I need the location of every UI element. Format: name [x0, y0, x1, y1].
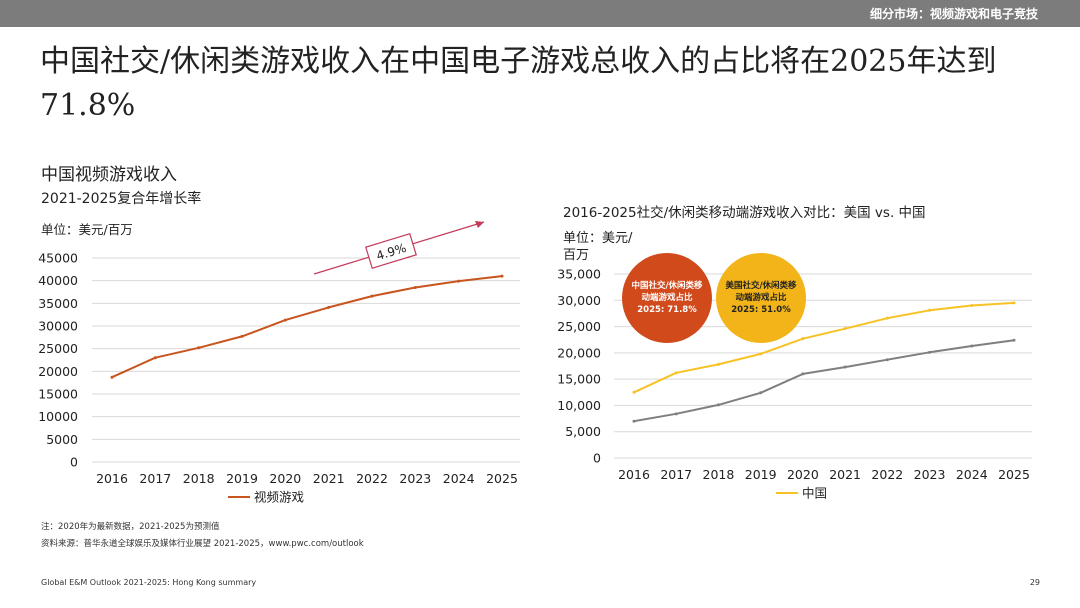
right-series-1-point	[632, 419, 636, 423]
left-x-tick-label: 2021	[313, 471, 345, 486]
right-y-tick-label: 15,000	[557, 372, 601, 387]
left-y-tick-label: 10000	[38, 409, 78, 424]
us-share-bubble: 美国社交/休闲类移动端游戏占比2025: 51.0%	[716, 253, 806, 343]
right-series-1-point	[716, 403, 720, 407]
left-y-tick-label: 20000	[38, 364, 78, 379]
right-series-1-point	[843, 365, 847, 369]
right-x-tick-label: 2024	[956, 467, 988, 482]
left-chart-subtitle: 2021-2025复合年增长率	[41, 191, 202, 207]
left-y-tick-label: 45000	[38, 251, 78, 266]
left-series-0-point	[457, 279, 461, 283]
right-y-tick-label: 10,000	[557, 398, 601, 413]
right-x-tick-label: 2016	[618, 467, 650, 482]
left-y-tick-label: 35000	[38, 296, 78, 311]
right-chart-unit-cont: 百万	[563, 248, 590, 263]
right-chart-title: 2016-2025社交/休闲类移动端游戏收入对比：美国 vs. 中国	[563, 205, 926, 221]
right-x-tick-label: 2022	[871, 467, 903, 482]
left-y-tick-label: 40000	[38, 273, 78, 288]
right-y-tick-label: 35,000	[557, 267, 601, 282]
right-x-tick-label: 2020	[787, 467, 819, 482]
right-series-1-point	[885, 358, 889, 362]
left-x-tick-label: 2016	[96, 471, 128, 486]
left-y-tick-label: 5000	[46, 432, 78, 447]
china-share-bubble: 中国社交/休闲类移动端游戏占比2025: 71.8%	[622, 253, 712, 343]
right-chart-unit: 单位：美元/	[563, 231, 633, 246]
right-series-0-point	[970, 304, 974, 308]
right-series-0-point	[843, 327, 847, 331]
china-share-text: 中国社交/休闲类移动端游戏占比2025: 71.8%	[631, 281, 703, 315]
right-series-0-point	[885, 316, 889, 320]
right-series-line-0	[633, 301, 1015, 394]
right-series-1-point	[674, 412, 678, 416]
left-series-0-point	[327, 305, 331, 309]
left-series-0-point	[153, 356, 157, 360]
right-series-1-point	[1012, 338, 1016, 342]
footnote: 注：2020年为最新数据，2021-2025为预测值	[41, 522, 220, 532]
left-line-chart: 0 5000 10000 15000 20000 25000 30000 35000 40000…	[38, 251, 520, 505]
left-chart-title: 中国视频游戏收入	[41, 165, 177, 185]
right-legend-label: 中国	[802, 486, 827, 501]
left-x-tick-label: 2023	[399, 471, 431, 486]
left-x-tick-label: 2020	[269, 471, 301, 486]
right-series-1-point	[928, 350, 932, 354]
left-x-tick-label: 2025	[486, 471, 518, 486]
left-chart-unit: 单位：美元/百万	[41, 222, 133, 237]
right-x-tick-label: 2021	[829, 467, 861, 482]
right-x-tick-label: 2019	[745, 467, 777, 482]
right-series-1-point	[801, 372, 805, 376]
source-note: 资料来源：普华永道全球娱乐及媒体行业展望 2021-2025，www.pwc.c…	[41, 539, 364, 549]
left-y-tick-label: 25000	[38, 341, 78, 356]
left-series-0-point	[283, 318, 287, 322]
right-series-0-point	[1012, 301, 1016, 305]
left-series-0-point	[500, 274, 504, 278]
right-series-0-point	[632, 390, 636, 394]
right-x-tick-label: 2023	[914, 467, 946, 482]
section-label: 细分市场：视频游戏和电子竞技	[869, 7, 1038, 21]
left-x-tick-label: 2019	[226, 471, 258, 486]
right-x-tick-label: 2025	[998, 467, 1030, 482]
left-series-0-point	[110, 375, 114, 379]
page-title: 中国社交/休闲类游戏收入在中国电子游戏总收入的占比将在2025年达到71.8%	[40, 44, 997, 123]
right-series-0-point	[759, 352, 763, 356]
right-series-0-point	[801, 337, 805, 341]
cagr-arrow-head	[475, 221, 484, 228]
left-x-tick-label: 2018	[183, 471, 215, 486]
right-y-tick-label: 20,000	[557, 345, 601, 360]
top-bar: 细分市场：视频游戏和电子竞技	[0, 0, 1080, 27]
right-y-tick-label: 25,000	[557, 319, 601, 334]
us-share-text: 美国社交/休闲类移动端游戏占比2025: 51.0%	[725, 281, 797, 315]
left-y-tick-label: 15000	[38, 387, 78, 402]
right-series-0-point	[928, 308, 932, 312]
right-line-chart: 0 5,000 10,000 15,000 20,000 25,000 30,000 35,0…	[557, 267, 1032, 501]
left-series-line-0	[111, 275, 503, 379]
left-series-0-point	[197, 346, 201, 350]
page-number: 29	[1029, 578, 1040, 587]
right-series-0-point	[716, 362, 720, 366]
cagr-annotation: 4.9%	[313, 221, 485, 275]
right-series-0-point	[674, 371, 678, 375]
left-y-tick-label: 0	[70, 455, 78, 470]
right-x-tick-label: 2018	[703, 467, 735, 482]
right-y-tick-label: 30,000	[557, 293, 601, 308]
footer-title: Global E&M Outlook 2021-2025: Hong Kong …	[41, 578, 257, 587]
left-y-tick-label: 30000	[38, 319, 78, 334]
left-legend-label: 视频游戏	[254, 490, 304, 505]
right-y-tick-label: 0	[593, 451, 601, 466]
left-series-0-point	[370, 294, 374, 298]
left-x-tick-label: 2024	[443, 471, 475, 486]
left-series-0-point	[413, 285, 417, 289]
left-x-tick-label: 2022	[356, 471, 388, 486]
right-x-tick-label: 2017	[660, 467, 692, 482]
cagr-box	[365, 233, 417, 269]
left-x-tick-label: 2017	[139, 471, 171, 486]
right-series-1-point	[759, 391, 763, 395]
left-series-0-point	[240, 334, 244, 338]
right-series-1-point	[970, 344, 974, 348]
right-series-line-1	[633, 339, 1015, 423]
right-y-tick-label: 5,000	[565, 424, 601, 439]
